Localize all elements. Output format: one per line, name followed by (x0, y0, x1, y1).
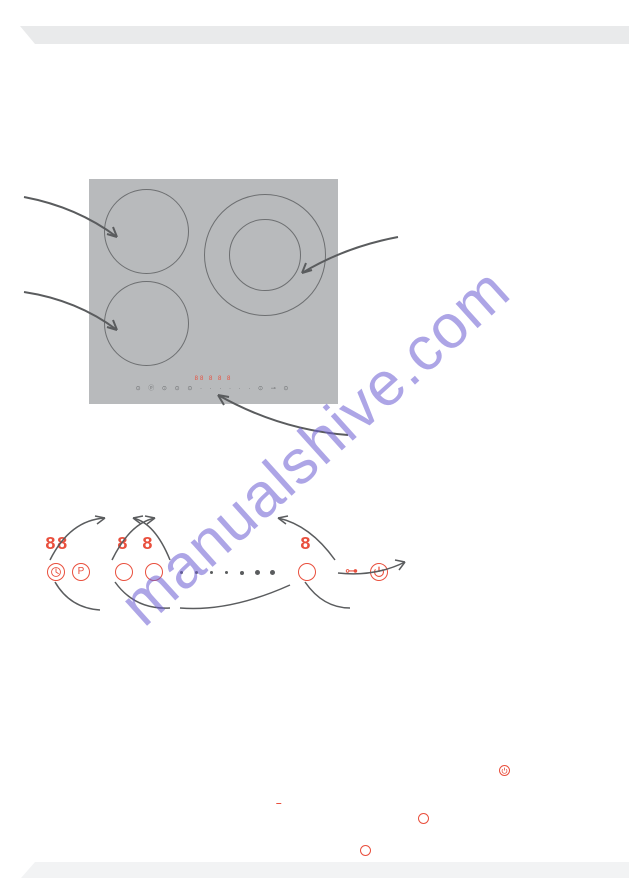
timer-button[interactable] (47, 563, 65, 581)
leader-line (45, 580, 105, 615)
dash-icon-inline: – (276, 798, 282, 809)
zone-icon-inline (418, 813, 429, 827)
slider-dot[interactable] (270, 570, 275, 575)
header-bar (35, 26, 629, 44)
callout-arrow-zone-bl (22, 290, 142, 345)
slider-dot[interactable] (210, 571, 213, 574)
leader-line (175, 580, 295, 615)
hob-display-row: 88 8 8 8 (89, 376, 338, 382)
slider-dot[interactable] (195, 571, 198, 574)
zone-select-2[interactable] (145, 563, 163, 581)
zone-select-1[interactable] (115, 563, 133, 581)
boost-button[interactable]: P (72, 563, 90, 581)
leader-line (295, 580, 355, 615)
slider-dot[interactable] (225, 571, 228, 574)
footer-bar (35, 862, 629, 878)
slider-dot[interactable] (240, 571, 244, 575)
slider-dot[interactable] (255, 570, 260, 575)
zone-icon-inline (360, 845, 371, 859)
callout-arrow-zone-tl (22, 195, 142, 255)
leader-line (130, 515, 185, 565)
callout-arrow-panel (210, 390, 350, 440)
zone-select-3[interactable] (298, 563, 316, 581)
control-panel-diagram: 88 8 8 8 P ⊶ (45, 535, 585, 615)
callout-arrow-zone-right (290, 235, 400, 285)
leader-line (105, 580, 175, 615)
slider-dot[interactable] (180, 571, 183, 574)
power-icon-inline (499, 765, 510, 779)
leader-line (275, 515, 355, 565)
